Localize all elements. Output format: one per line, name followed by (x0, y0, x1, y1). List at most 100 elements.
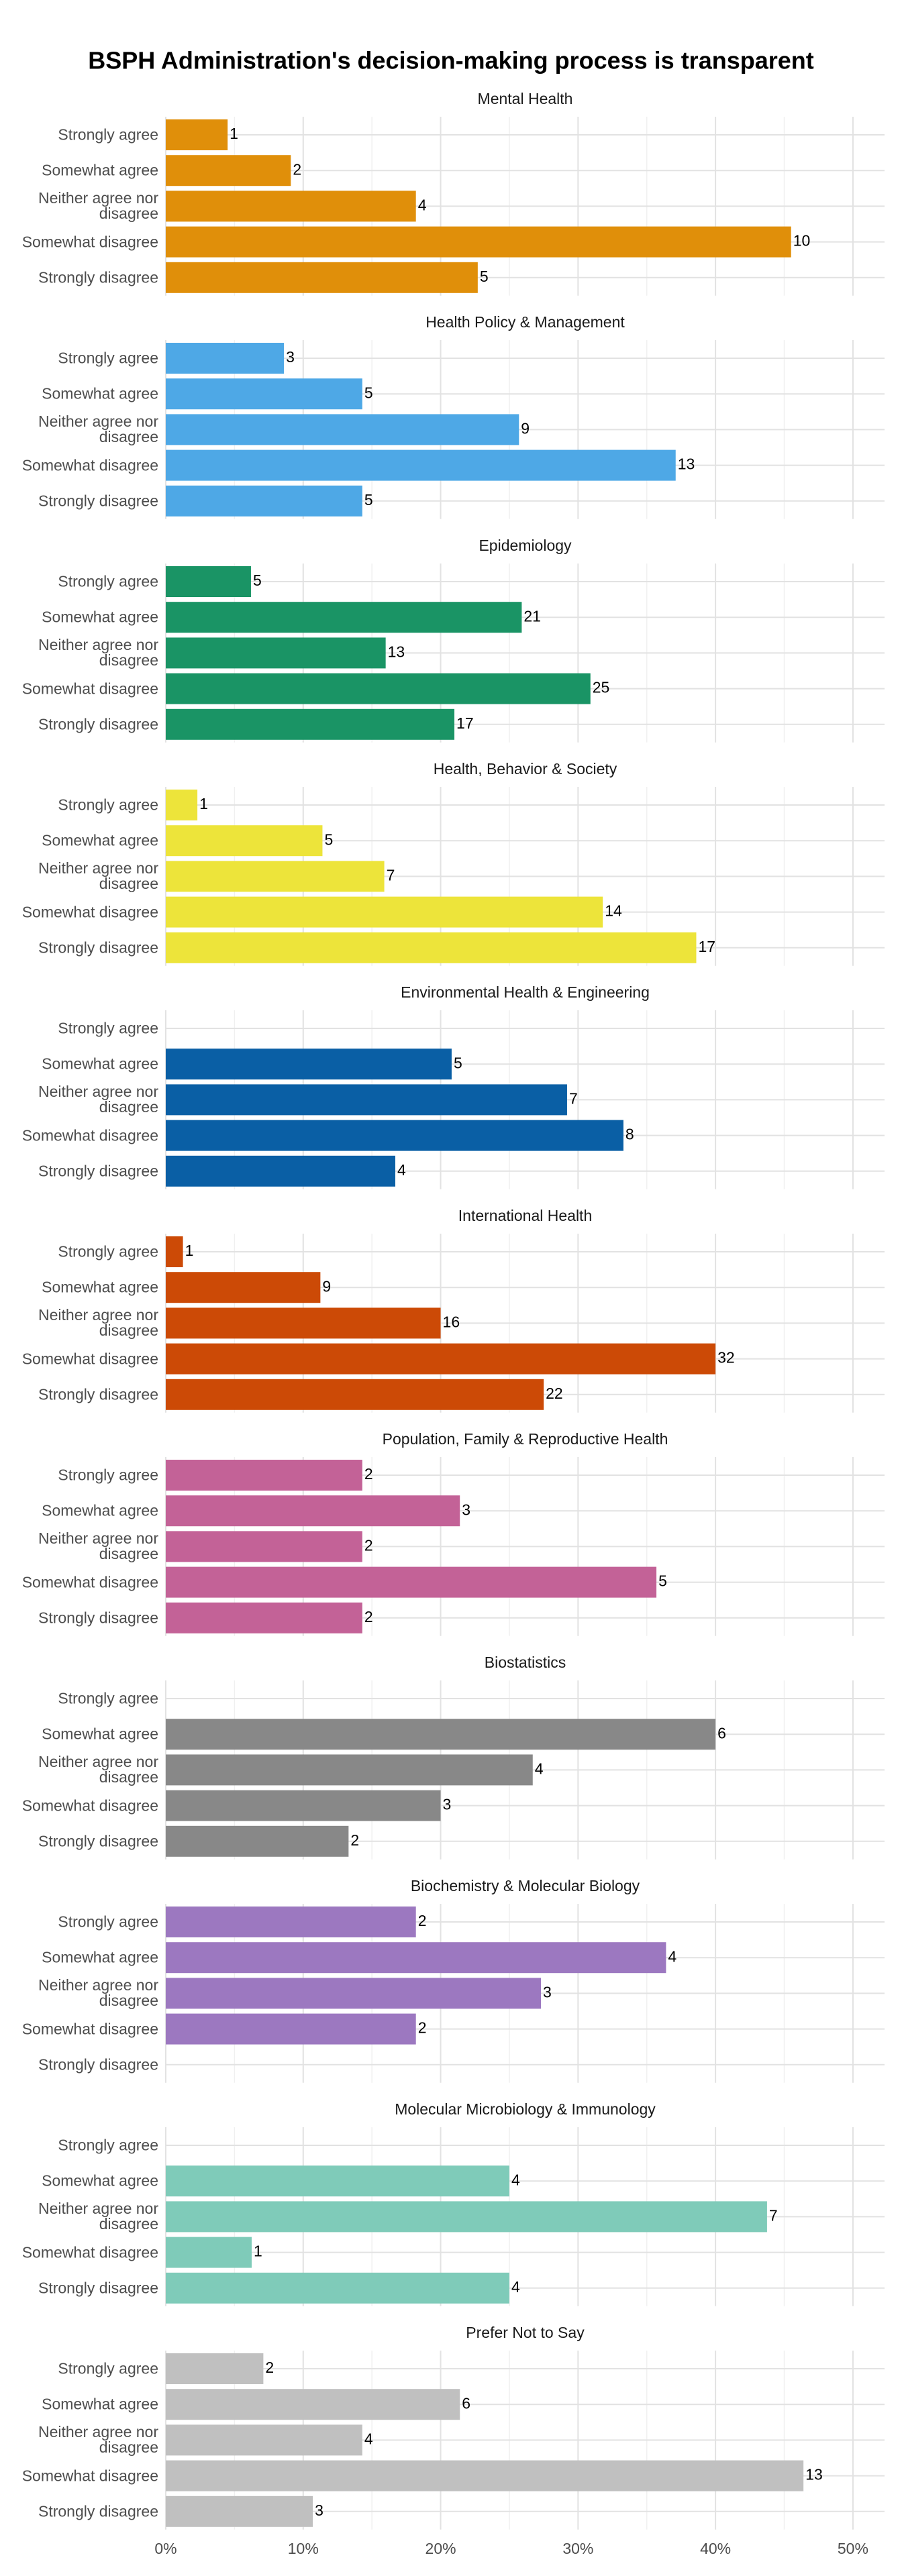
data-label: 4 (397, 1161, 406, 1179)
bar (166, 861, 385, 892)
y-tick-label: Strongly agree (58, 1689, 158, 1707)
y-tick-label: Somewhat disagree (21, 1350, 158, 1368)
y-tick-label: Somewhat disagree (21, 1573, 158, 1591)
data-label: 5 (324, 830, 333, 848)
y-tick-label: Strongly agree (58, 1242, 158, 1260)
x-tick-label: 0% (154, 2540, 177, 2557)
facet-title: Population, Family & Reproductive Health (383, 1430, 668, 1448)
bar (166, 191, 416, 222)
y-tick-label: Neither agree nor disagree (38, 2200, 158, 2233)
data-label: 8 (625, 1126, 634, 1143)
bar (166, 1049, 452, 1080)
bar (166, 343, 285, 374)
bar (166, 1120, 623, 1151)
bar (166, 932, 697, 963)
data-label: 13 (678, 455, 695, 473)
y-tick-label: Strongly disagree (38, 2502, 158, 2520)
data-label: 4 (511, 2171, 520, 2188)
data-label: 4 (535, 1760, 544, 1777)
data-label: 2 (418, 1912, 427, 1929)
facet-title: Prefer Not to Say (466, 2324, 585, 2341)
data-label: 25 (593, 679, 610, 696)
data-label: 7 (387, 866, 395, 883)
y-tick-label: Somewhat disagree (21, 233, 158, 251)
x-tick-label: 50% (838, 2540, 868, 2557)
bar (166, 1602, 362, 1633)
y-tick-label: Strongly agree (58, 796, 158, 814)
bar (166, 1719, 716, 1750)
bar (166, 2353, 264, 2384)
data-label: 5 (364, 491, 373, 508)
y-tick-label: Somewhat agree (42, 2395, 158, 2413)
bar (166, 708, 455, 740)
data-label: 3 (443, 1796, 452, 1813)
y-tick-label: Somewhat disagree (21, 1796, 158, 1815)
bar (166, 226, 791, 258)
y-tick-label: Neither agree nor disagree (38, 413, 158, 446)
data-label: 5 (364, 384, 373, 401)
y-tick-label: Strongly agree (58, 1466, 158, 1484)
data-label: 10 (793, 232, 811, 250)
facet-title: Environmental Health & Engineering (401, 983, 650, 1001)
y-tick-label: Neither agree nor disagree (38, 1306, 158, 1340)
y-tick-label: Strongly agree (58, 2136, 158, 2154)
y-tick-label: Neither agree nor disagree (38, 2423, 158, 2457)
data-label: 3 (543, 1983, 552, 2000)
facet-title: International Health (458, 1207, 592, 1224)
bar (166, 1790, 441, 1821)
data-label: 9 (521, 419, 530, 437)
data-label: 5 (658, 1572, 667, 1590)
facet-title: Health, Behavior & Society (434, 760, 617, 777)
y-tick-label: Somewhat agree (42, 384, 158, 402)
data-label: 4 (364, 2430, 373, 2447)
y-tick-label: Somewhat disagree (21, 680, 158, 698)
bar (166, 1155, 395, 1187)
y-tick-label: Somewhat disagree (21, 2020, 158, 2038)
data-label: 5 (253, 572, 262, 589)
y-tick-label: Neither agree nor disagree (38, 859, 158, 893)
facet-title: Biochemistry & Molecular Biology (411, 1877, 640, 1894)
bar (166, 1084, 567, 1116)
bar (166, 2424, 362, 2456)
data-label: 22 (546, 1385, 563, 1402)
y-tick-label: Somewhat agree (42, 1948, 158, 1966)
y-tick-label: Strongly agree (58, 2359, 158, 2377)
y-tick-label: Strongly disagree (38, 1832, 158, 1850)
data-label: 3 (462, 1501, 470, 1518)
x-tick-label: 40% (700, 2540, 731, 2557)
facet-title: Molecular Microbiology & Immunology (395, 2100, 656, 2118)
bar (166, 1566, 657, 1598)
bar (166, 1942, 666, 1974)
x-tick-label: 20% (425, 2540, 456, 2557)
data-label: 4 (418, 196, 427, 213)
data-label: 3 (315, 2502, 323, 2519)
y-tick-label: Strongly disagree (38, 1162, 158, 1180)
data-label: 2 (293, 160, 301, 178)
bar (166, 119, 228, 150)
y-tick-label: Strongly agree (58, 572, 158, 590)
y-tick-label: Neither agree nor disagree (38, 189, 158, 223)
bar (166, 637, 386, 669)
y-tick-label: Somewhat disagree (21, 456, 158, 474)
data-label: 3 (286, 348, 295, 366)
y-tick-label: Strongly disagree (38, 492, 158, 510)
data-label: 1 (254, 2243, 262, 2260)
y-tick-label: Strongly agree (58, 1019, 158, 1037)
y-tick-label: Neither agree nor disagree (38, 1976, 158, 2010)
bar (166, 2272, 509, 2304)
x-tick-label: 10% (288, 2540, 319, 2557)
bar (166, 1236, 183, 1267)
data-label: 4 (511, 2278, 520, 2296)
bar (166, 825, 323, 857)
bar (166, 2496, 313, 2527)
y-tick-label: Neither agree nor disagree (38, 1083, 158, 1116)
bar (166, 2013, 416, 2045)
y-tick-label: Somewhat disagree (21, 2243, 158, 2261)
bar (166, 1907, 416, 1937)
data-label: 14 (605, 902, 622, 920)
bar (166, 2237, 252, 2268)
y-tick-label: Somewhat disagree (21, 2467, 158, 2485)
bar (166, 1825, 349, 1857)
